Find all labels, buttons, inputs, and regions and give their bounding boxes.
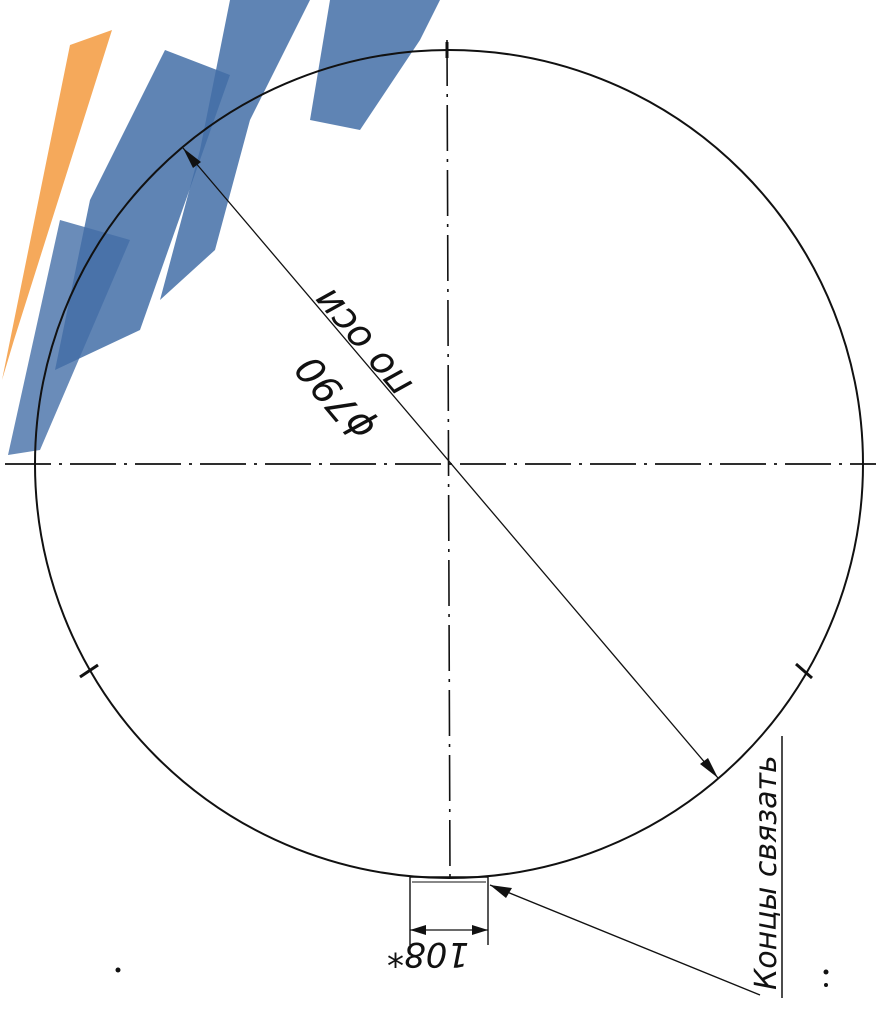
scan-dot [115, 967, 121, 973]
leader-line [489, 884, 761, 996]
watermark-logo [2, 0, 440, 455]
diameter-arrowhead-top [183, 148, 201, 168]
diameter-arrowhead-bottom [700, 758, 718, 778]
gap-arrowhead-right [472, 925, 488, 935]
leader-arrowhead [490, 885, 512, 898]
diameter-dimension-line [182, 147, 719, 779]
scan-dot [823, 969, 829, 975]
watermark-blue-top [310, 0, 440, 130]
gap-arrowhead-left [410, 925, 426, 935]
gap-label: 108* [387, 934, 469, 974]
tick-mark-left [79, 663, 99, 679]
watermark-blue-lower [8, 220, 130, 455]
scan-dot [824, 983, 828, 987]
watermark-blue-arm-right [160, 0, 310, 300]
leader-note: Концы связать [749, 755, 784, 990]
tick-mark-right [795, 662, 813, 680]
